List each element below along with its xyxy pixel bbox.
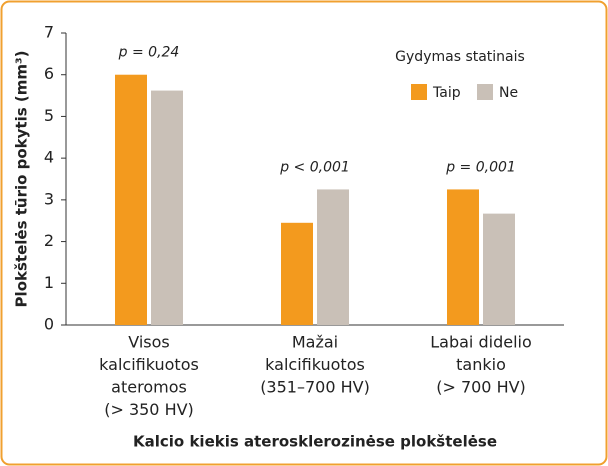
x-tick-label: Visos xyxy=(128,333,170,352)
annotation: p = 0,001 xyxy=(445,159,516,175)
x-axis-label: Kalcio kiekis aterosklerozinėse plokštel… xyxy=(133,433,497,451)
bar xyxy=(447,189,479,325)
x-tick-label: Mažai xyxy=(292,333,338,352)
bar xyxy=(281,222,313,325)
y-tick-label: 1 xyxy=(44,273,54,292)
x-tick-label: ateromos xyxy=(111,378,187,397)
bar xyxy=(151,90,183,326)
y-tick-label: 2 xyxy=(44,231,54,250)
x-tick-label: Labai didelio xyxy=(430,333,532,352)
y-axis-label: Plokštelės tūrio pokytis (mm³) xyxy=(13,51,31,308)
y-tick-label: 4 xyxy=(44,148,54,167)
bar xyxy=(483,213,515,325)
legend-label: Ne xyxy=(499,85,518,101)
x-tick-label: (> 350 HV) xyxy=(104,400,194,419)
annotation: p = 0,24 xyxy=(118,45,180,61)
x-tick-label: tankio xyxy=(456,355,506,374)
bar xyxy=(317,189,349,325)
legend-swatch xyxy=(477,84,493,100)
legend-swatch xyxy=(411,84,427,100)
y-tick-label: 7 xyxy=(44,23,54,42)
x-tick-label: kalcifikuotos xyxy=(265,355,365,374)
annotation: p < 0,001 xyxy=(279,159,350,175)
y-tick-label: 6 xyxy=(44,64,54,83)
x-tick-label: (> 700 HV) xyxy=(436,378,526,397)
bar xyxy=(115,74,147,325)
legend-label: Taip xyxy=(432,85,461,101)
x-tick-label: (351–700 HV) xyxy=(260,378,370,397)
y-tick-label: 0 xyxy=(44,315,54,334)
y-tick-label: 5 xyxy=(44,106,54,125)
x-tick-label: kalcifikuotos xyxy=(99,355,199,374)
legend-title: Gydymas statinais xyxy=(395,49,525,65)
y-tick-label: 3 xyxy=(44,189,54,208)
